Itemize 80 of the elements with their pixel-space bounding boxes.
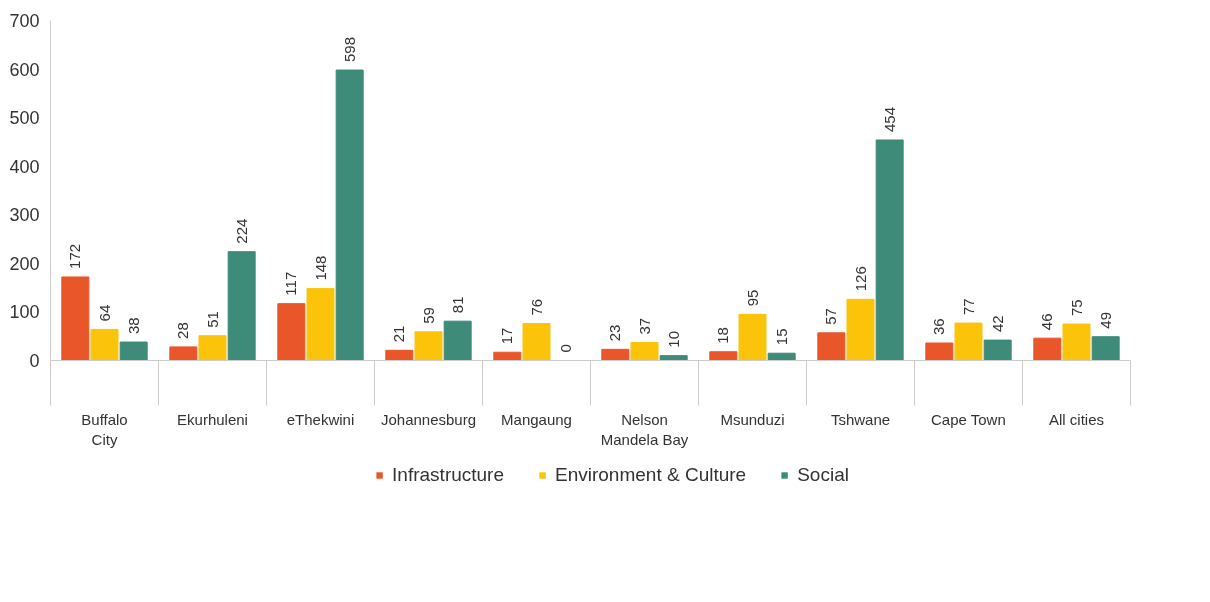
data-label: 598 bbox=[340, 37, 358, 63]
bar bbox=[169, 346, 198, 361]
x-tick-label: Buffalo City bbox=[81, 410, 128, 448]
bar bbox=[414, 331, 443, 361]
bar bbox=[119, 341, 148, 361]
bar bbox=[1062, 323, 1091, 361]
x-tick-label: All cities bbox=[1048, 410, 1105, 428]
bar bbox=[443, 320, 472, 361]
data-label: 10 bbox=[664, 330, 682, 348]
data-label: 17 bbox=[498, 327, 516, 345]
x-tick-label: Nelson Mandela Bay bbox=[600, 410, 689, 448]
bar bbox=[709, 351, 738, 361]
data-label: 46 bbox=[1038, 313, 1056, 331]
bar bbox=[601, 348, 630, 361]
data-label: 51 bbox=[203, 311, 221, 328]
bar bbox=[1091, 336, 1120, 361]
bar bbox=[493, 351, 522, 361]
legend-label: Social bbox=[797, 464, 849, 486]
bar bbox=[875, 139, 904, 361]
data-label: 38 bbox=[124, 317, 142, 335]
x-tick-label: Johannesburg bbox=[380, 410, 477, 428]
x-tick-label: eThekwini bbox=[286, 410, 355, 428]
bar bbox=[335, 69, 364, 361]
bar bbox=[385, 349, 414, 361]
x-tick-label: Tshwane bbox=[830, 410, 891, 428]
data-label: 18 bbox=[714, 327, 732, 344]
data-label: 37 bbox=[635, 317, 653, 335]
y-tick-label: 100 bbox=[9, 302, 40, 323]
y-tick-label: 600 bbox=[9, 59, 40, 80]
data-label: 49 bbox=[1096, 312, 1114, 329]
bar bbox=[983, 339, 1012, 361]
legend-label: Infrastructure bbox=[392, 464, 505, 486]
bar bbox=[738, 313, 767, 361]
data-label: 21 bbox=[390, 325, 408, 343]
bar bbox=[90, 328, 119, 361]
data-label: 15 bbox=[772, 328, 790, 346]
bar bbox=[522, 323, 551, 361]
bar bbox=[1033, 337, 1062, 361]
data-label: 117 bbox=[282, 271, 300, 296]
bar bbox=[277, 303, 306, 361]
data-label: 81 bbox=[448, 296, 466, 314]
bar bbox=[659, 355, 688, 361]
data-label: 76 bbox=[527, 298, 545, 316]
bar bbox=[630, 342, 659, 361]
y-tick-label: 700 bbox=[9, 11, 40, 31]
bar bbox=[767, 352, 796, 361]
bar bbox=[817, 332, 846, 361]
data-label: 126 bbox=[851, 266, 869, 292]
y-tick-label: 0 bbox=[29, 351, 40, 371]
data-label: 36 bbox=[930, 318, 948, 336]
x-tick-label: Cape Town bbox=[930, 410, 1006, 428]
data-label: 57 bbox=[822, 308, 840, 325]
data-label: 172 bbox=[66, 243, 84, 269]
bar bbox=[227, 251, 256, 361]
bar bbox=[954, 322, 983, 361]
data-label: 77 bbox=[959, 298, 977, 316]
data-label: 224 bbox=[232, 218, 250, 244]
legend-label: Environment & Culture bbox=[555, 464, 747, 486]
y-tick-label: 200 bbox=[9, 253, 40, 274]
bar bbox=[306, 288, 335, 361]
data-label: 23 bbox=[606, 324, 624, 342]
y-tick-label: 500 bbox=[9, 108, 40, 129]
data-label: 454 bbox=[880, 106, 898, 132]
x-tick-label: Mangaung bbox=[501, 410, 572, 428]
data-label: 0 bbox=[556, 344, 574, 353]
data-label: 75 bbox=[1067, 299, 1085, 317]
data-label: 64 bbox=[95, 304, 113, 322]
y-tick-label: 400 bbox=[9, 156, 40, 177]
data-label: 59 bbox=[419, 307, 437, 324]
data-label: 42 bbox=[988, 315, 1006, 333]
data-label: 148 bbox=[311, 255, 329, 281]
data-label: 95 bbox=[743, 289, 761, 307]
data-label: 28 bbox=[174, 322, 192, 339]
x-tick-label: Msunduzi bbox=[720, 410, 785, 428]
bar bbox=[61, 276, 90, 361]
x-tick-label: Ekurhuleni bbox=[177, 410, 248, 428]
bar bbox=[925, 342, 954, 361]
bar bbox=[846, 298, 875, 361]
y-tick-label: 300 bbox=[9, 205, 40, 226]
bar bbox=[198, 335, 227, 361]
